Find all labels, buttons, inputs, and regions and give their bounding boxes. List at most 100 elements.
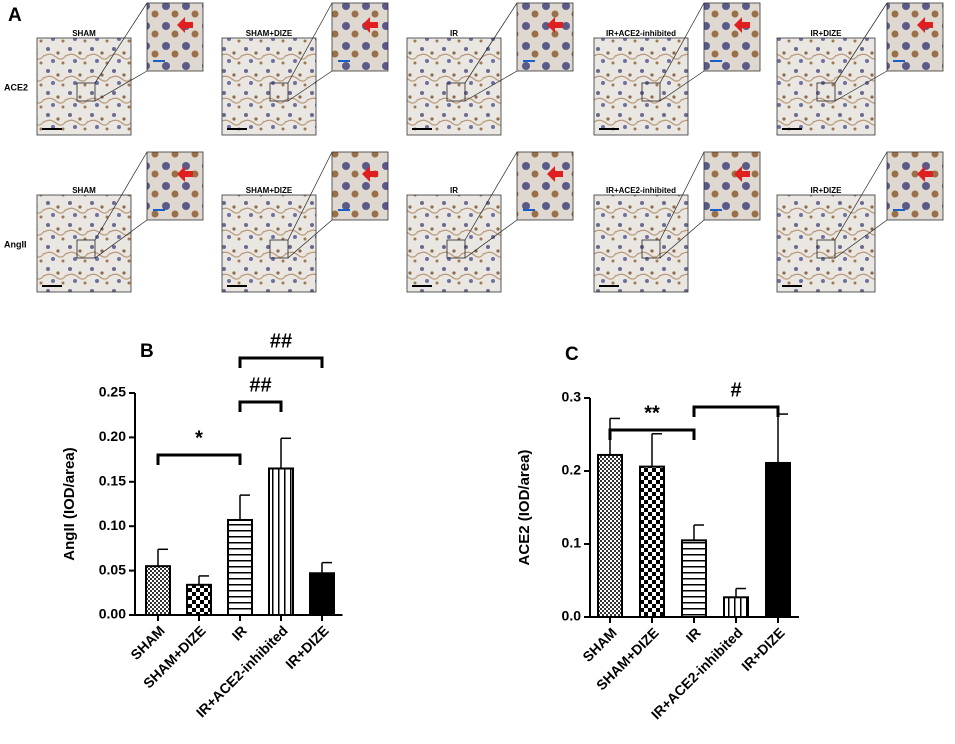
connector (94, 151, 148, 241)
micrograph (776, 37, 876, 136)
arrow (362, 17, 378, 33)
zoom-box (641, 82, 661, 102)
zoom-image (703, 2, 761, 72)
x-tick-label: IR+DIZE (738, 624, 788, 674)
significance-label: ** (644, 402, 660, 424)
connector (94, 2, 148, 84)
zoom-image (516, 2, 574, 72)
arrow (362, 166, 378, 182)
significance-bracket (156, 453, 242, 465)
column-label: SHAM (72, 186, 96, 195)
zoom-image (516, 151, 574, 221)
connector (464, 70, 518, 102)
bar (145, 565, 171, 616)
bar (597, 453, 623, 618)
column-label: IR+ACE2-inhibited (606, 29, 676, 38)
connector (464, 151, 518, 241)
arrow (177, 166, 193, 182)
zoom-box (446, 239, 466, 259)
bar (723, 596, 749, 618)
micrograph (776, 194, 876, 293)
micrograph (221, 37, 317, 136)
column-label: SHAM+DIZE (246, 186, 293, 195)
significance-bracket (238, 400, 283, 412)
significance-label: # (730, 379, 741, 401)
arrow (177, 17, 193, 33)
bar (309, 572, 335, 616)
connector (659, 2, 705, 84)
panel-label: C (565, 344, 579, 365)
y-tick-label: 0.00 (99, 606, 126, 622)
arrow (734, 17, 750, 33)
row-label: AngII (4, 239, 27, 249)
zoom-box (76, 239, 96, 259)
connector (834, 2, 888, 84)
connector (659, 70, 705, 102)
column-label: IR (450, 186, 458, 195)
micrograph (406, 37, 502, 136)
significance-label: * (195, 427, 203, 449)
micrograph (593, 37, 689, 136)
y-tick-label: 0.20 (99, 428, 126, 444)
y-tick-label: 0.15 (99, 473, 126, 489)
arrow (917, 17, 933, 33)
connector (659, 151, 705, 241)
zoom-image (146, 2, 204, 72)
zoom-image (886, 2, 944, 72)
bar (186, 583, 212, 616)
zoom-image (703, 151, 761, 221)
row-label: ACE2 (4, 82, 28, 92)
connector (94, 70, 148, 102)
bar (681, 539, 707, 618)
significance-bracket (692, 405, 780, 417)
column-label: SHAM (72, 29, 96, 38)
panel-label: B (140, 341, 154, 362)
significance-label: ## (249, 374, 271, 396)
y-tick-label: 0.25 (99, 384, 126, 400)
zoom-box (641, 239, 661, 259)
column-label: IR (450, 29, 458, 38)
arrow (734, 166, 750, 182)
y-tick-label: 0.2 (562, 462, 582, 478)
connector (834, 70, 888, 102)
zoom-box (269, 82, 289, 102)
column-label: SHAM+DIZE (246, 29, 293, 38)
micrograph (36, 37, 132, 136)
zoom-image (886, 151, 944, 221)
arrow (547, 17, 563, 33)
y-axis-label: ACE2 (IOD/area) (516, 450, 533, 566)
bar (268, 467, 294, 617)
zoom-box (446, 82, 466, 102)
connector (287, 219, 333, 259)
y-tick-label: 0.0 (562, 608, 582, 624)
y-axis-label: AngII (IOD/area) (61, 447, 78, 560)
x-tick-label: IR+DIZE (282, 622, 332, 672)
connector (94, 219, 148, 259)
zoom-box (269, 239, 289, 259)
arrow (547, 166, 563, 182)
connector (834, 219, 888, 259)
micrograph (406, 194, 502, 293)
connector (287, 70, 333, 102)
x-tick-label: SHAM (579, 624, 619, 664)
y-tick-label: 0.05 (99, 561, 126, 577)
zoom-image (331, 2, 389, 72)
y-tick-label: 0.3 (562, 389, 582, 405)
micrograph (36, 194, 132, 293)
column-label: IR+DIZE (811, 186, 843, 195)
bar (765, 461, 791, 618)
bar (639, 465, 665, 618)
connector (464, 2, 518, 84)
zoom-box (816, 82, 836, 102)
connector (287, 151, 333, 241)
zoom-box (816, 239, 836, 259)
connector (287, 2, 333, 84)
y-tick-label: 0.1 (562, 535, 582, 551)
connector (659, 219, 705, 259)
bar (227, 518, 253, 617)
column-label: IR+ACE2-inhibited (606, 186, 676, 195)
zoom-box (76, 82, 96, 102)
micrograph (593, 194, 689, 293)
column-label: IR+DIZE (811, 29, 843, 38)
